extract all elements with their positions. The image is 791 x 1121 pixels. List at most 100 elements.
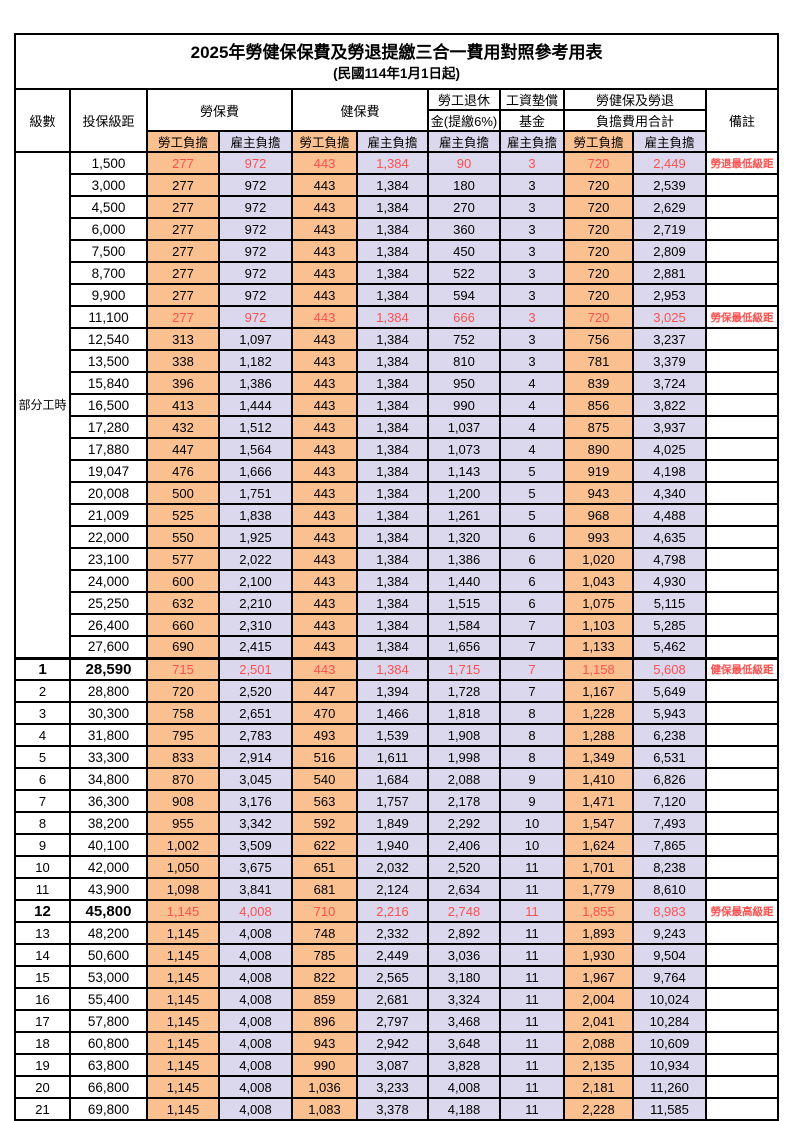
value-cell: 1,145	[146, 1097, 220, 1121]
insured-bracket-cell: 16,500	[69, 393, 148, 417]
value-cell: 972	[218, 151, 293, 175]
col-header-wagefund-line1: 工資墊償	[499, 88, 565, 111]
level-cell: 17	[14, 1009, 71, 1033]
remark-cell	[704, 503, 780, 527]
value-cell: 1,384	[356, 393, 429, 417]
value-cell: 5	[499, 481, 565, 505]
value-cell: 8	[499, 723, 565, 747]
table-row: 12,540 313 1,097 443 1,384 752 3 756 3,237	[15, 327, 780, 351]
remark-cell	[704, 1009, 780, 1033]
value-cell: 10,609	[632, 1031, 707, 1055]
value-cell: 1,145	[146, 1031, 220, 1055]
value-cell: 3,675	[218, 855, 293, 879]
value-cell: 4,008	[218, 899, 293, 923]
remark-cell	[704, 701, 780, 725]
value-cell: 908	[146, 789, 220, 813]
table-row: 19 63,800 1,145 4,008 990 3,087 3,828 11 2,135 10…	[14, 1053, 780, 1077]
value-cell: 4	[499, 393, 565, 417]
value-cell: 2,629	[632, 195, 707, 219]
value-cell: 5	[499, 459, 565, 483]
value-cell: 2,520	[218, 679, 293, 703]
value-cell: 896	[291, 1009, 358, 1033]
remark-cell	[704, 811, 780, 835]
table-row: 5 33,300 833 2,914 516 1,611 1,998 8 1,349 6,531	[14, 745, 780, 769]
table-row: 22,000 550 1,925 443 1,384 1,320 6 993 4,635	[15, 525, 780, 549]
value-cell: 1,349	[563, 745, 634, 769]
remark-cell	[704, 855, 780, 879]
value-cell: 1,384	[356, 151, 429, 175]
table-row: 20,008 500 1,751 443 1,384 1,200 5 943 4,340	[15, 481, 780, 505]
table-row: 2 28,800 720 2,520 447 1,394 1,728 7 1,167 5,649	[14, 679, 780, 703]
value-cell: 1,967	[563, 965, 634, 989]
value-cell: 1,855	[563, 899, 634, 923]
value-cell: 2,332	[356, 921, 429, 945]
insured-bracket-cell: 26,400	[69, 613, 148, 637]
page-title: 2025年勞健保保費及勞退提繳三合一費用對照參考用表	[190, 43, 603, 63]
value-cell: 690	[146, 635, 220, 659]
value-cell: 2,022	[218, 547, 293, 571]
value-cell: 943	[291, 1031, 358, 1055]
value-cell: 1,849	[356, 811, 429, 835]
value-cell: 443	[291, 371, 358, 395]
value-cell: 1,384	[356, 327, 429, 351]
remark-cell	[704, 481, 780, 505]
value-cell: 5,462	[632, 635, 707, 659]
remark-cell	[704, 393, 780, 417]
col-header-level: 級數	[14, 88, 71, 153]
value-cell: 1,715	[427, 656, 501, 681]
value-cell: 7,493	[632, 811, 707, 835]
value-cell: 476	[146, 459, 220, 483]
remark-cell	[704, 415, 780, 439]
header-row-1: 級數 投保級距 勞保費 健保費 勞工退休 工資墊償 勞健保及勞退 備註	[14, 88, 780, 153]
insured-bracket-cell: 57,800	[69, 1009, 148, 1033]
table-row: 16 55,400 1,145 4,008 859 2,681 3,324 11 2,004 10…	[14, 987, 780, 1011]
value-cell: 875	[563, 415, 634, 439]
value-cell: 1,288	[563, 723, 634, 747]
value-cell: 4,008	[218, 943, 293, 967]
level-cell: 20	[14, 1075, 71, 1099]
value-cell: 4,008	[218, 1009, 293, 1033]
value-cell: 277	[146, 261, 220, 285]
remark-cell	[704, 591, 780, 615]
insured-bracket-cell: 1,500	[69, 151, 148, 175]
value-cell: 2,634	[427, 877, 501, 901]
value-cell: 1,200	[427, 481, 501, 505]
value-cell: 443	[291, 283, 358, 307]
value-cell: 10	[499, 811, 565, 835]
value-cell: 1,083	[291, 1097, 358, 1121]
value-cell: 443	[291, 415, 358, 439]
value-cell: 1,701	[563, 855, 634, 879]
value-cell: 1,624	[563, 833, 634, 857]
subheader-labor-employee: 勞工負擔	[146, 130, 220, 153]
table-row: 17 57,800 1,145 4,008 896 2,797 3,468 11 2,041 10…	[14, 1009, 780, 1033]
value-cell: 443	[291, 569, 358, 593]
value-cell: 1,444	[218, 393, 293, 417]
value-cell: 1,512	[218, 415, 293, 439]
level-cell: 4	[14, 723, 71, 747]
insured-bracket-cell: 7,500	[69, 239, 148, 263]
insured-bracket-cell: 40,100	[69, 833, 148, 857]
value-cell: 1,466	[356, 701, 429, 725]
value-cell: 443	[291, 656, 358, 681]
value-cell: 1,073	[427, 437, 501, 461]
value-cell: 2,953	[632, 283, 707, 307]
value-cell: 522	[427, 261, 501, 285]
remark-cell	[704, 965, 780, 989]
insured-bracket-cell: 38,200	[69, 811, 148, 835]
value-cell: 563	[291, 789, 358, 813]
value-cell: 470	[291, 701, 358, 725]
value-cell: 443	[291, 261, 358, 285]
table-row: 3 30,300 758 2,651 470 1,466 1,818 8 1,228 5,943	[14, 701, 780, 725]
level-cell: 13	[14, 921, 71, 945]
value-cell: 1,097	[218, 327, 293, 351]
value-cell: 277	[146, 217, 220, 241]
value-cell: 1,143	[427, 459, 501, 483]
value-cell: 6,826	[632, 767, 707, 791]
level-cell: 9	[14, 833, 71, 857]
value-cell: 1,043	[563, 569, 634, 593]
remark-cell	[704, 525, 780, 549]
table-row: 18 60,800 1,145 4,008 943 2,942 3,648 11 2,088 10…	[14, 1031, 780, 1055]
value-cell: 1,075	[563, 591, 634, 615]
value-cell: 1,002	[146, 833, 220, 857]
value-cell: 622	[291, 833, 358, 857]
